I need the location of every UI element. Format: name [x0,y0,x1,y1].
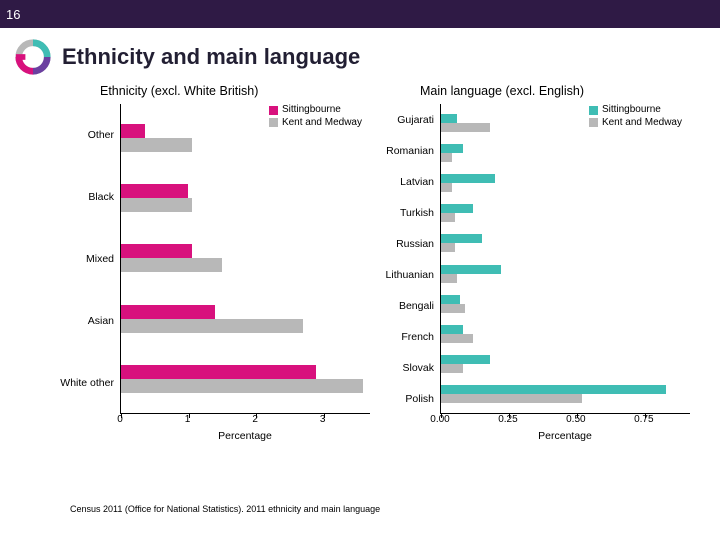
x-tick: 0.75 [634,414,653,425]
y-label: Mixed [60,253,114,265]
bar-group [121,184,370,212]
bar-group [441,325,690,343]
bar-group [441,265,690,283]
y-label: French [380,331,434,343]
y-label: Asian [60,315,114,327]
bar-series1 [441,114,457,123]
header-bar: 16 [0,0,720,28]
bar-series2 [441,243,455,252]
bar-series2 [121,198,192,212]
bar-group [121,124,370,152]
y-label: Romanian [380,145,434,157]
x-tick: 0.00 [430,414,449,425]
x-axis-title-right: Percentage [380,430,690,442]
bar-group [441,385,690,403]
bar-group [441,355,690,373]
x-tick: 2 [252,414,258,425]
bar-series2 [121,319,303,333]
x-tick: 1 [185,414,191,425]
y-label: Other [60,129,114,141]
bar-series2 [441,183,452,192]
y-label: Turkish [380,207,434,219]
ethnicity-chart: Ethnicity (excl. White British) Sittingb… [60,84,370,442]
bar-series2 [441,304,465,313]
y-label: Slovak [380,362,434,374]
bar-group [441,295,690,313]
y-label: Gujarati [380,114,434,126]
bar-series1 [441,204,473,213]
y-label: Russian [380,238,434,250]
bar-group [121,305,370,333]
bar-series1 [441,144,463,153]
bar-series1 [441,234,482,243]
bar-series1 [441,174,495,183]
bar-group [441,174,690,192]
bar-series1 [441,265,501,274]
footnote: Census 2011 (Office for National Statist… [70,504,380,514]
x-tick: 3 [320,414,326,425]
x-axis-left: 0 1 2 3 [60,414,370,428]
bar-series1 [121,244,192,258]
bar-series2 [121,258,222,272]
y-label: Polish [380,393,434,405]
chart-title-right: Main language (excl. English) [380,84,690,98]
slide-title: Ethnicity and main language [62,44,360,70]
y-label: Lithuanian [380,269,434,281]
x-tick: 0 [117,414,123,425]
plot-area-right: Gujarati Romanian Latvian Turkish Russian Lit… [380,104,690,414]
x-tick: 0.25 [498,414,517,425]
bar-series2 [441,153,452,162]
y-label: Bengali [380,300,434,312]
bar-series2 [441,213,455,222]
y-label: Latvian [380,176,434,188]
y-axis-labels: Other Black Mixed Asian White other [60,104,120,414]
chart-title-left: Ethnicity (excl. White British) [60,84,370,98]
bar-group [121,365,370,393]
plot-area-left: Other Black Mixed Asian White other [60,104,370,414]
bar-series2 [441,334,473,343]
bar-series1 [121,365,316,379]
bars-region-right [440,104,690,414]
charts-container: Ethnicity (excl. White British) Sittingb… [0,78,720,442]
bar-group [441,204,690,222]
bar-series1 [121,184,188,198]
language-chart: Main language (excl. English) Sittingbou… [380,84,690,442]
bar-series1 [441,385,666,394]
bar-group [441,144,690,162]
bar-series1 [441,295,460,304]
bars-region-left [120,104,370,414]
y-axis-labels: Gujarati Romanian Latvian Turkish Russian Lit… [380,104,440,414]
bar-group [441,114,690,132]
bar-series2 [441,123,490,132]
bar-series2 [441,274,457,283]
title-row: Ethnicity and main language [0,28,720,78]
bar-series2 [441,364,463,373]
bar-series1 [121,124,145,138]
page-number: 16 [6,7,20,22]
x-axis-title-left: Percentage [60,430,370,442]
y-label: White other [60,377,114,389]
logo-icon [14,38,52,76]
x-tick: 0.50 [566,414,585,425]
bar-group [121,244,370,272]
bar-series2 [121,379,363,393]
x-axis-right: 0.00 0.25 0.50 0.75 [380,414,690,428]
y-label: Black [60,191,114,203]
bar-series2 [121,138,192,152]
bar-series1 [121,305,215,319]
bar-series2 [441,394,582,403]
bar-group [441,234,690,252]
bar-series1 [441,325,463,334]
bar-series1 [441,355,490,364]
